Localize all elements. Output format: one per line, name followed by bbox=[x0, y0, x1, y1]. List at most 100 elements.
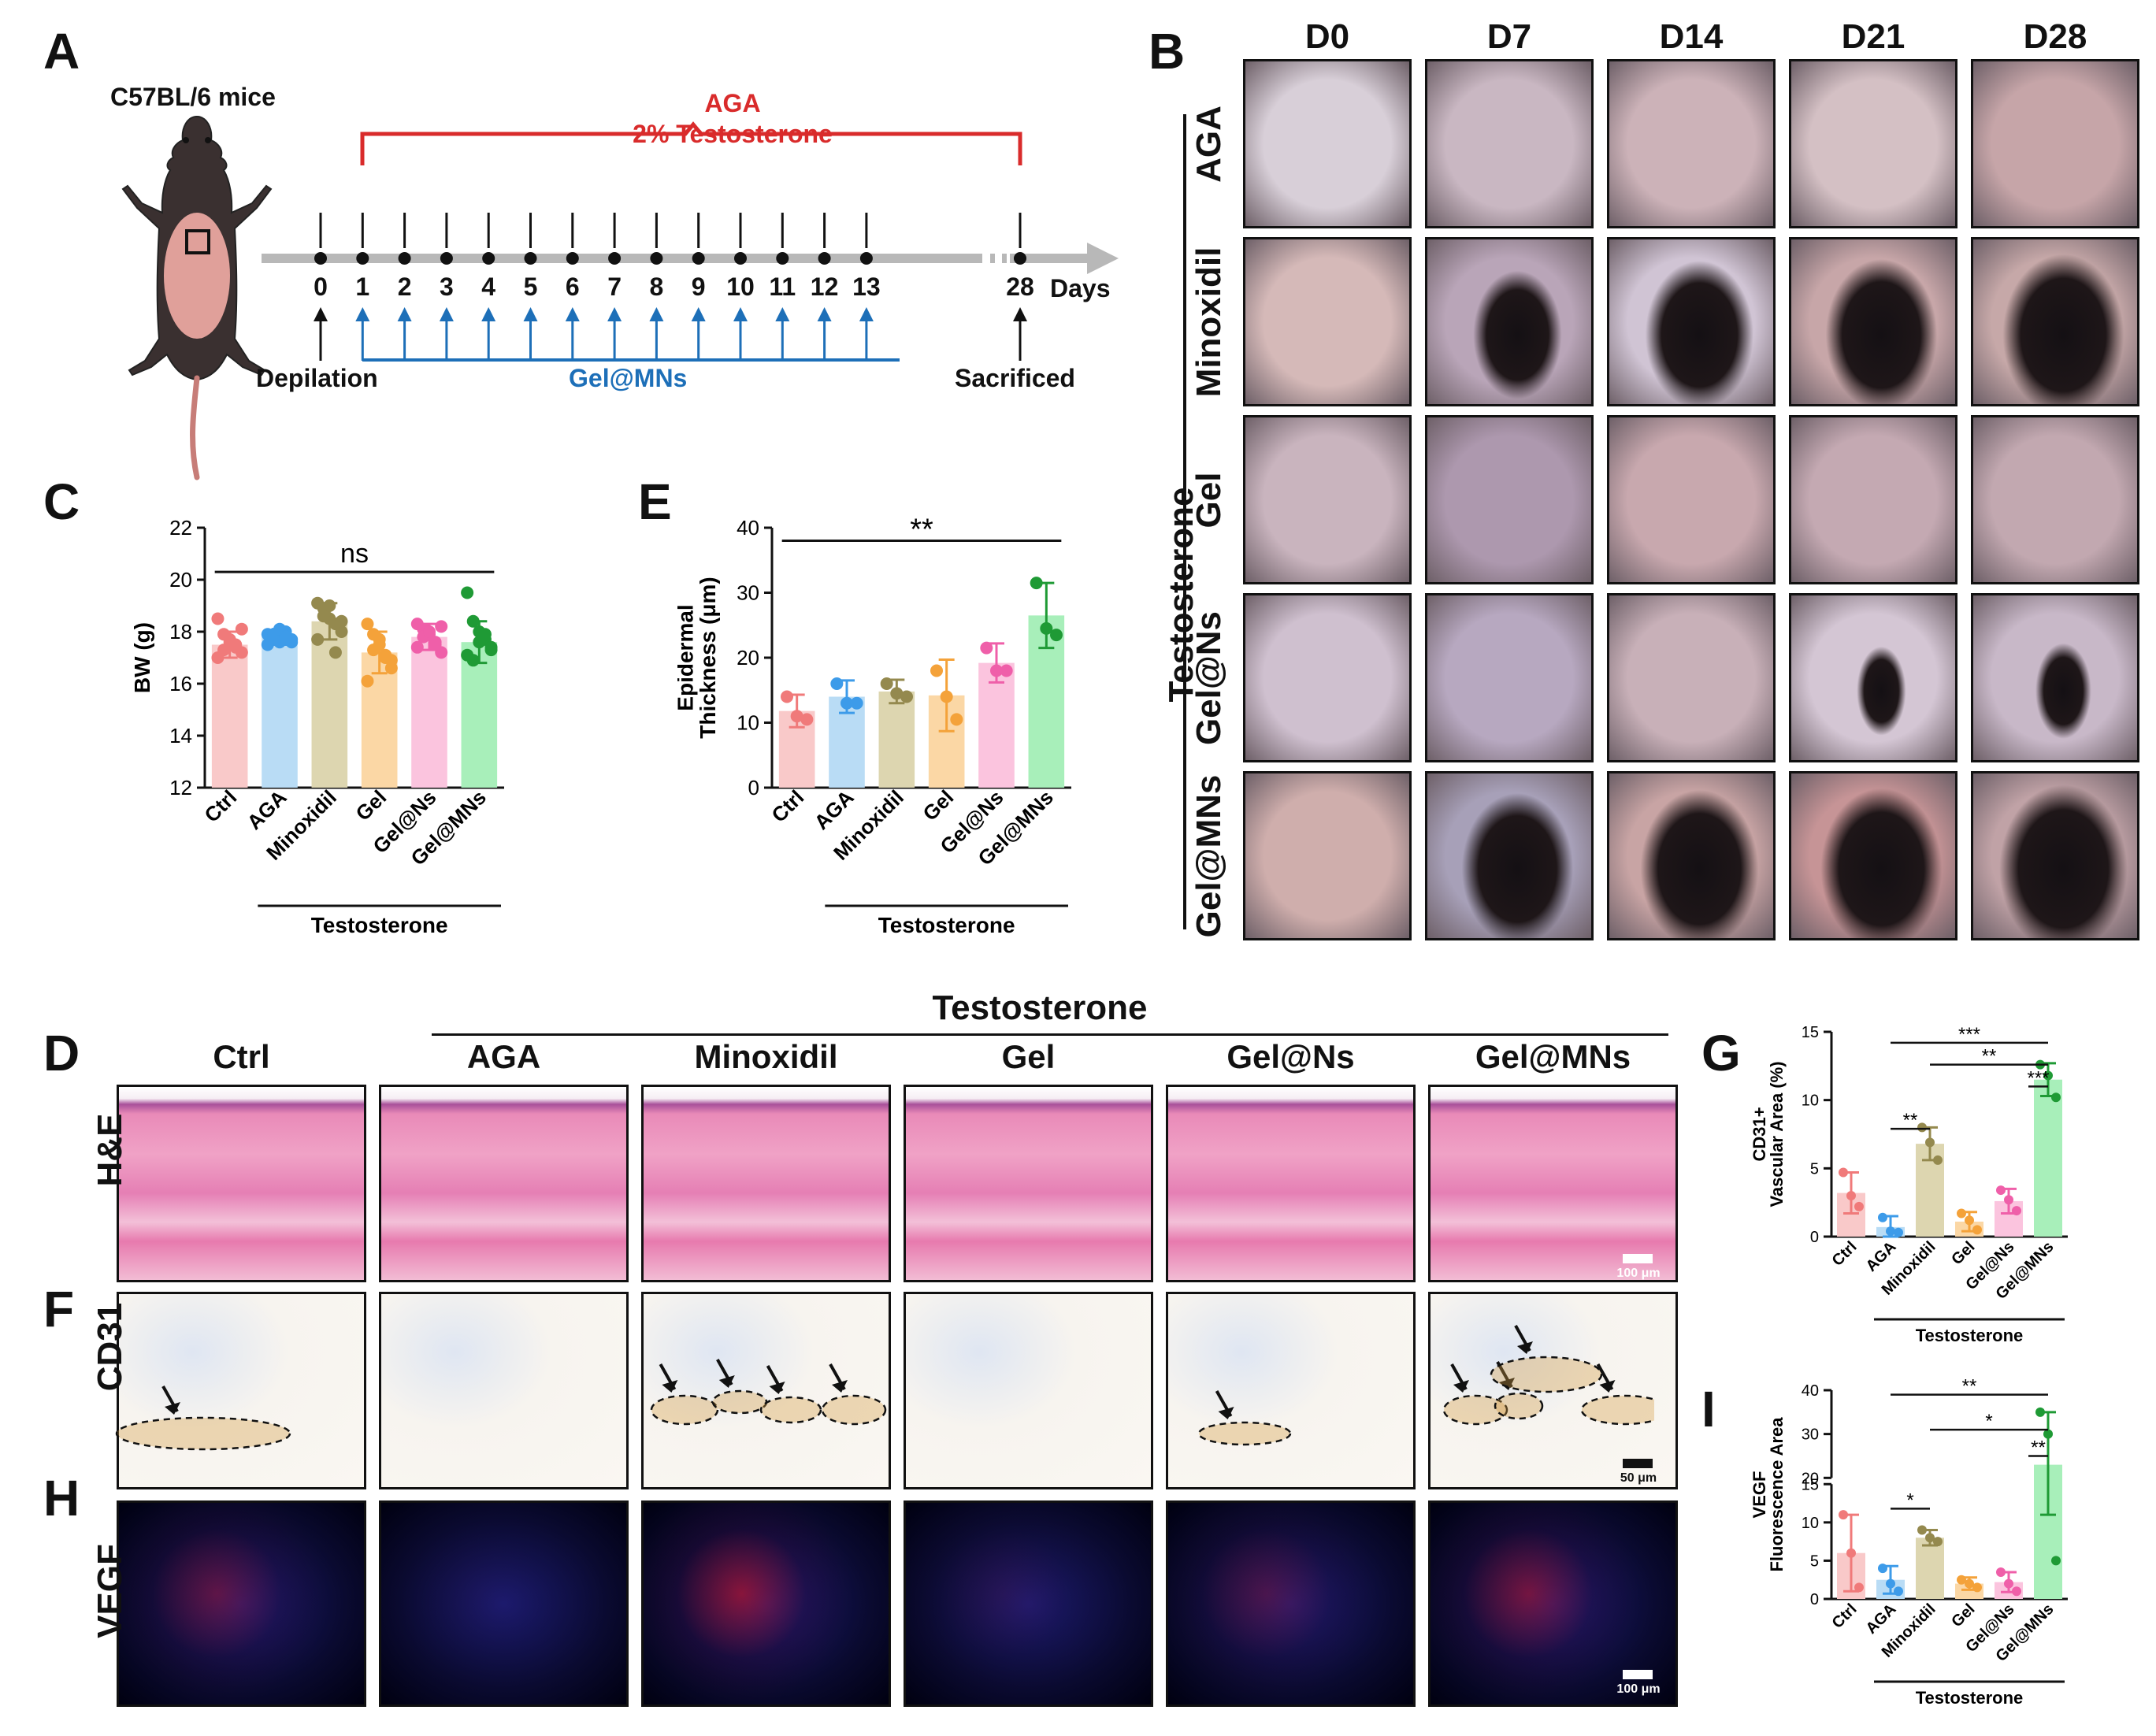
photo-row-label-minoxidil: Minoxidil bbox=[1189, 247, 1228, 397]
data-point-gel-0 bbox=[1957, 1208, 1966, 1219]
treatment-arrowhead-9 bbox=[691, 307, 706, 321]
skin-photo-minoxidil-d0 bbox=[1243, 237, 1412, 406]
vessel-outline-0-0 bbox=[115, 1416, 291, 1451]
gel-mns-treatment-label: Gel@MNs bbox=[569, 364, 688, 392]
data-point-gel-ns-2 bbox=[2012, 1586, 2021, 1597]
day-label-8: 8 bbox=[649, 273, 664, 301]
skin-photo-gel-ns-d0 bbox=[1243, 593, 1412, 762]
data-point-gel-ns-1 bbox=[2004, 1578, 2013, 1589]
panel-label-d: D bbox=[43, 1025, 80, 1081]
cd-image-gel-ns bbox=[1166, 1292, 1416, 1489]
vessel-outline-5-3 bbox=[1580, 1394, 1654, 1426]
day-marker-6 bbox=[566, 252, 579, 265]
y-tick-label-20: 20 bbox=[169, 568, 192, 592]
skin-photo-aga-d0 bbox=[1243, 59, 1412, 228]
bar-gel-ns bbox=[411, 636, 447, 788]
treatment-arrowhead-3 bbox=[439, 307, 454, 321]
data-point-gel-mns-2 bbox=[1050, 629, 1063, 642]
data-point-minoxidil-5 bbox=[311, 632, 325, 646]
sacrificed-label: Sacrificed bbox=[955, 364, 1075, 392]
data-point-gel-mns-1 bbox=[2043, 1070, 2053, 1081]
skin-photo-gel-mns-d7 bbox=[1425, 771, 1594, 940]
he-image-gel bbox=[904, 1085, 1153, 1282]
y-axis-title-line2: Vascular Area (%) bbox=[1767, 1061, 1787, 1207]
data-point-gel-0 bbox=[1957, 1575, 1966, 1585]
day-marker-12 bbox=[818, 252, 831, 265]
scale-vegf-bar bbox=[1623, 1670, 1653, 1679]
data-point-gel-1 bbox=[940, 690, 953, 703]
panel-b-group-label: Testosterone bbox=[1162, 487, 1200, 703]
day-label-6: 6 bbox=[565, 273, 580, 301]
day-label-0: 0 bbox=[314, 273, 328, 301]
x-tick-label-gel: Gel bbox=[351, 785, 391, 825]
day-label-12: 12 bbox=[810, 273, 839, 301]
data-point-gel-9 bbox=[384, 654, 398, 667]
y-tick-label-20: 20 bbox=[737, 646, 759, 670]
data-point-gel-mns-9 bbox=[484, 640, 498, 654]
data-point-ctrl-2 bbox=[800, 713, 814, 726]
cd31-annotations bbox=[115, 1325, 1654, 1451]
data-point-gel-ns-0 bbox=[1996, 1185, 2006, 1196]
significance-label: ** bbox=[910, 514, 933, 547]
histology-column-ctrl: Ctrl bbox=[213, 1038, 270, 1075]
group-label: Testosterone bbox=[1916, 1326, 2024, 1345]
he-image-minoxidil bbox=[641, 1085, 891, 1282]
cd-image-gel bbox=[904, 1292, 1153, 1489]
panel-label-e: E bbox=[638, 473, 672, 530]
photo-column-d0: D0 bbox=[1304, 17, 1350, 56]
x-tick-label-aga: AGA bbox=[1863, 1601, 1900, 1638]
day-marker-7 bbox=[608, 252, 622, 265]
y-axis-title-line2: Thickness (μm) bbox=[696, 577, 720, 738]
vessel-arrowhead-2-0 bbox=[662, 1380, 678, 1393]
panel-label-h: H bbox=[43, 1470, 80, 1526]
histology-column-gel-ns: Gel@Ns bbox=[1226, 1038, 1355, 1075]
y-tick-label-30: 30 bbox=[737, 581, 759, 605]
treatment-arrowhead-11 bbox=[775, 307, 790, 321]
photo-column-d14: D14 bbox=[1659, 17, 1724, 56]
skin-photo-gel-mns-d28 bbox=[1971, 771, 2139, 940]
y-tick-label-5: 5 bbox=[1810, 1160, 1819, 1178]
y-tick-label-10: 10 bbox=[1802, 1515, 1819, 1532]
data-point-minoxidil-2 bbox=[900, 690, 913, 703]
data-point-gel-2 bbox=[1972, 1225, 1982, 1235]
data-point-gel-ns-0 bbox=[1996, 1567, 2006, 1577]
histology-column-aga: AGA bbox=[466, 1038, 541, 1075]
skin-photo-aga-d21 bbox=[1789, 59, 1957, 228]
y-tick-label-0: 0 bbox=[1810, 1591, 1819, 1608]
skin-photo-gel-d7 bbox=[1425, 415, 1594, 584]
y-tick-label-5: 5 bbox=[1810, 1552, 1819, 1570]
bar-gel-mns bbox=[2034, 1079, 2062, 1237]
data-point-minoxidil-1 bbox=[1925, 1137, 1935, 1148]
vegf-image-gel-ns bbox=[1166, 1500, 1416, 1707]
data-point-minoxidil-0 bbox=[1917, 1525, 1927, 1535]
day-label-5: 5 bbox=[523, 273, 538, 301]
data-point-gel-6 bbox=[367, 644, 380, 657]
data-point-minoxidil-0 bbox=[880, 677, 893, 690]
y-tick-label-15: 15 bbox=[1802, 1024, 1819, 1041]
y-tick-label-12: 12 bbox=[169, 776, 192, 799]
data-point-gel-1 bbox=[1965, 1215, 1974, 1226]
skin-photo-aga-d14 bbox=[1607, 59, 1776, 228]
bar-gel-mns bbox=[461, 642, 498, 788]
day-label-7: 7 bbox=[607, 273, 622, 301]
data-point-ctrl-0 bbox=[211, 612, 225, 625]
day-label-9: 9 bbox=[691, 273, 706, 301]
data-point-gel-ns-5 bbox=[410, 640, 424, 654]
skin-photo-aga-d28 bbox=[1971, 59, 2139, 228]
row-label-he: H&E bbox=[91, 1113, 129, 1187]
data-point-aga-0 bbox=[830, 677, 844, 690]
skin-photo-gel-ns-d7 bbox=[1425, 593, 1594, 762]
y-tick-label-10: 10 bbox=[737, 711, 759, 735]
treatment-arrowhead-8 bbox=[649, 307, 664, 321]
x-tick-label-ctrl: Ctrl bbox=[199, 785, 241, 827]
x-tick-label-aga: AGA bbox=[1863, 1238, 1900, 1275]
vessel-arrowhead-5-2 bbox=[1517, 1341, 1533, 1354]
mouse-strain-label: C57BL/6 mice bbox=[110, 83, 276, 111]
significance-label-3: * bbox=[1906, 1489, 1913, 1511]
day-marker-5 bbox=[524, 252, 537, 265]
significance-label-2: ** bbox=[2031, 1437, 2046, 1458]
significance-label-2: *** bbox=[2027, 1067, 2049, 1089]
y-tick-label-30: 30 bbox=[1802, 1426, 1819, 1444]
